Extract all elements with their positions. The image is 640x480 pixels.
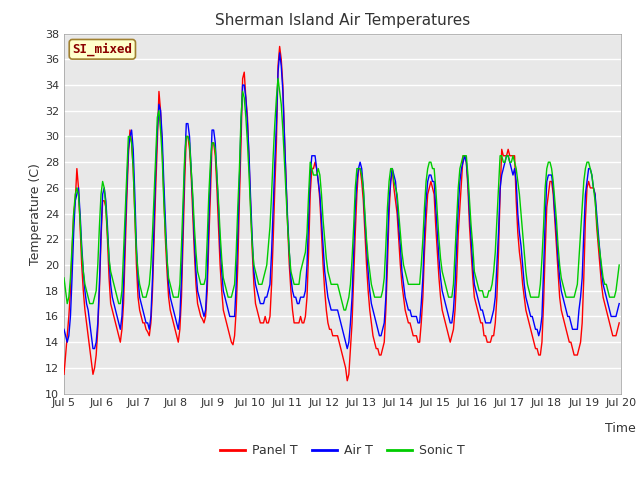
Text: SI_mixed: SI_mixed — [72, 43, 132, 56]
Legend: Panel T, Air T, Sonic T: Panel T, Air T, Sonic T — [216, 440, 469, 462]
Y-axis label: Temperature (C): Temperature (C) — [29, 163, 42, 264]
X-axis label: Time: Time — [605, 422, 636, 435]
Title: Sherman Island Air Temperatures: Sherman Island Air Temperatures — [215, 13, 470, 28]
